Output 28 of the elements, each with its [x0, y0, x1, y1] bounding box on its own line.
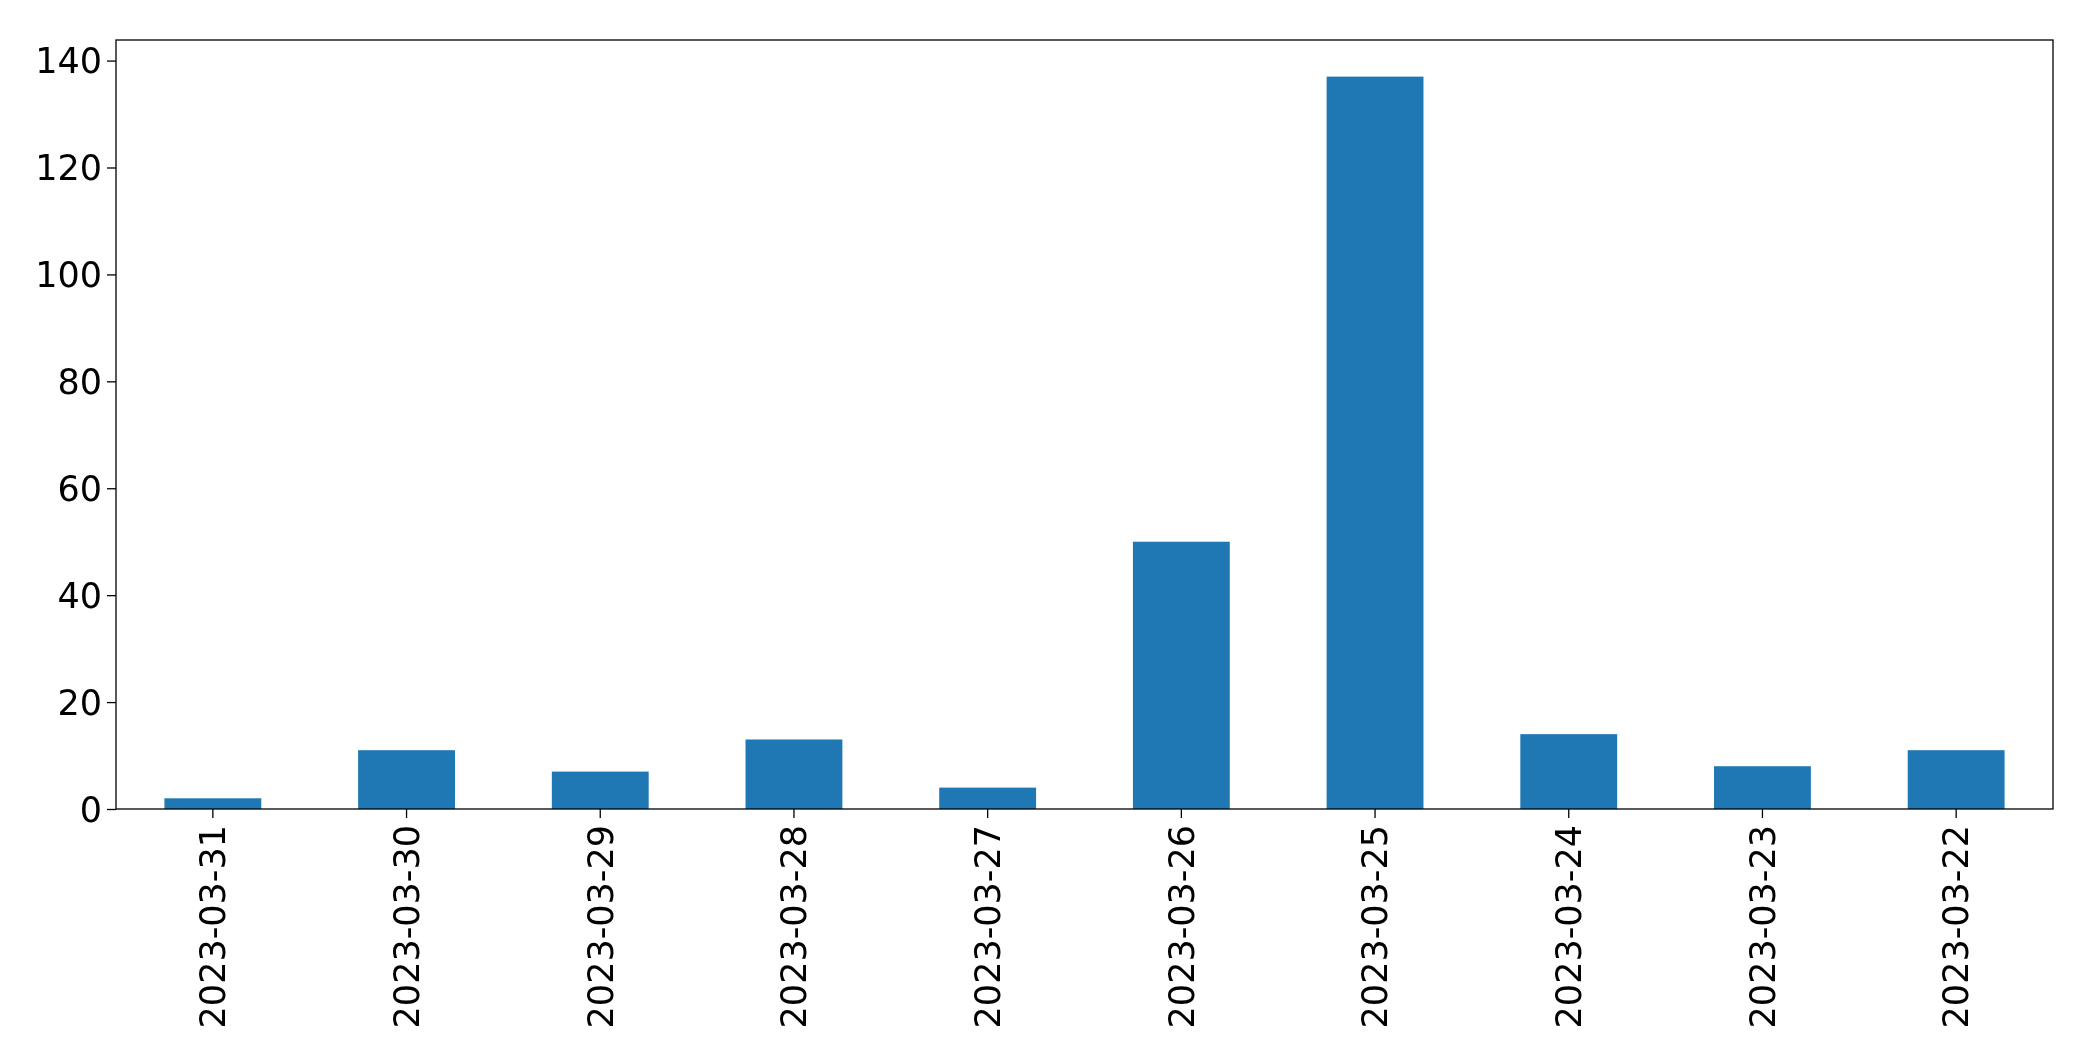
- y-tick-label: 40: [57, 575, 102, 616]
- x-tick-label: 2023-03-23: [1742, 825, 1783, 1029]
- bar: [1520, 734, 1618, 809]
- bar: [1714, 766, 1811, 809]
- bar: [1326, 76, 1424, 809]
- y-tick-label: 0: [79, 789, 102, 830]
- bar: [1132, 541, 1230, 809]
- bar: [939, 787, 1037, 809]
- bar: [1907, 750, 2005, 809]
- y-tick-label: 140: [35, 41, 102, 82]
- x-tick-label: 2023-03-25: [1355, 825, 1396, 1029]
- bar: [358, 750, 455, 809]
- x-tick-label: 2023-03-26: [1161, 825, 1202, 1029]
- bar: [745, 739, 843, 809]
- x-tick-label: 2023-03-29: [580, 825, 621, 1029]
- bar: [164, 798, 262, 809]
- x-tick-label: 2023-03-22: [1936, 825, 1977, 1029]
- x-tick-label: 2023-03-27: [967, 825, 1008, 1029]
- y-tick-label: 60: [57, 469, 102, 509]
- x-tick-label: 2023-03-28: [774, 825, 815, 1029]
- y-tick-label: 120: [35, 148, 102, 189]
- x-tick-label: 2023-03-31: [193, 825, 234, 1029]
- y-tick-label: 20: [57, 682, 102, 723]
- y-tick-label: 100: [35, 255, 102, 296]
- x-tick-label: 2023-03-24: [1549, 825, 1589, 1029]
- bar: [551, 771, 649, 809]
- y-tick-label: 80: [57, 362, 102, 403]
- x-tick-label: 2023-03-30: [386, 825, 427, 1029]
